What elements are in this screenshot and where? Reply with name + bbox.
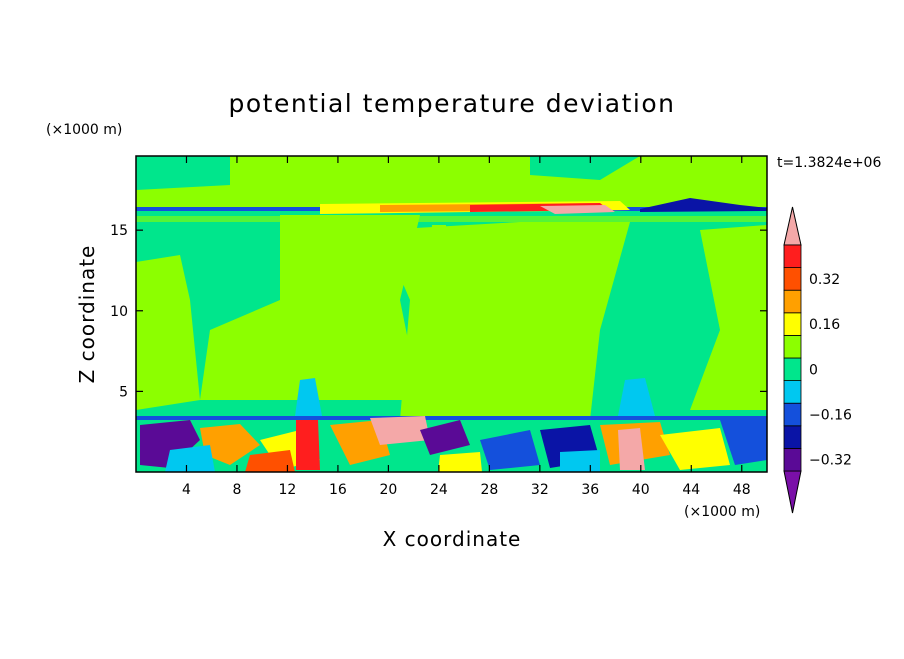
colorbar: −0.32 −0.16 0 0.16 0.32 (783, 206, 852, 514)
x-tick-label: 48 (733, 482, 751, 498)
colorbar-top-arrow (783, 206, 802, 246)
x-tick-label: 8 (232, 482, 241, 498)
colorbar-swatch (783, 267, 802, 291)
x-tick-label: 44 (682, 482, 700, 498)
colorbar-label: 0 (809, 362, 818, 378)
x-unit-label: (×1000 m) (684, 504, 760, 520)
x-axis-label: X coordinate (383, 527, 522, 551)
y-tick-label: 15 (110, 223, 128, 239)
y-axis-label: Z coordinate (75, 245, 99, 384)
plot-frame (135, 155, 768, 473)
x-tick-label: 4 (182, 482, 191, 498)
x-tick-label: 24 (430, 482, 448, 498)
colorbar-swatch (783, 425, 802, 449)
colorbar-swatch (783, 357, 802, 382)
heatmap-field (136, 156, 767, 472)
colorbar-swatch (783, 334, 802, 359)
colorbar-swatch (783, 312, 802, 336)
colorbar-swatch (783, 244, 802, 269)
chart-title: potential temperature deviation (229, 89, 676, 118)
colorbar-label: 0.16 (809, 317, 840, 333)
y-tick-label: 10 (110, 304, 128, 320)
colorbar-swatch (783, 380, 802, 404)
x-tick-label: 40 (632, 482, 650, 498)
colorbar-swatch (783, 289, 802, 314)
colorbar-bottom-arrow (783, 470, 802, 514)
x-tick-label: 32 (531, 482, 549, 498)
colorbar-label: 0.32 (809, 272, 840, 288)
y-tick-label: 5 (119, 384, 128, 400)
x-ticks: 4 8 12 16 20 24 28 32 36 40 44 48 (182, 156, 751, 498)
colorbar-swatch (783, 447, 802, 472)
axes (135, 155, 768, 473)
x-tick-label: 28 (480, 482, 498, 498)
colorbar-swatch (783, 402, 802, 427)
colorbar-label: −0.16 (809, 408, 852, 424)
y-ticks: 5 10 15 (110, 223, 767, 400)
x-tick-label: 16 (329, 482, 347, 498)
x-tick-label: 36 (581, 482, 599, 498)
time-label: t=1.3824e+06 (777, 155, 881, 171)
x-tick-label: 20 (379, 482, 397, 498)
y-unit-label: (×1000 m) (46, 122, 122, 138)
colorbar-label: −0.32 (809, 453, 852, 469)
x-tick-label: 12 (279, 482, 297, 498)
